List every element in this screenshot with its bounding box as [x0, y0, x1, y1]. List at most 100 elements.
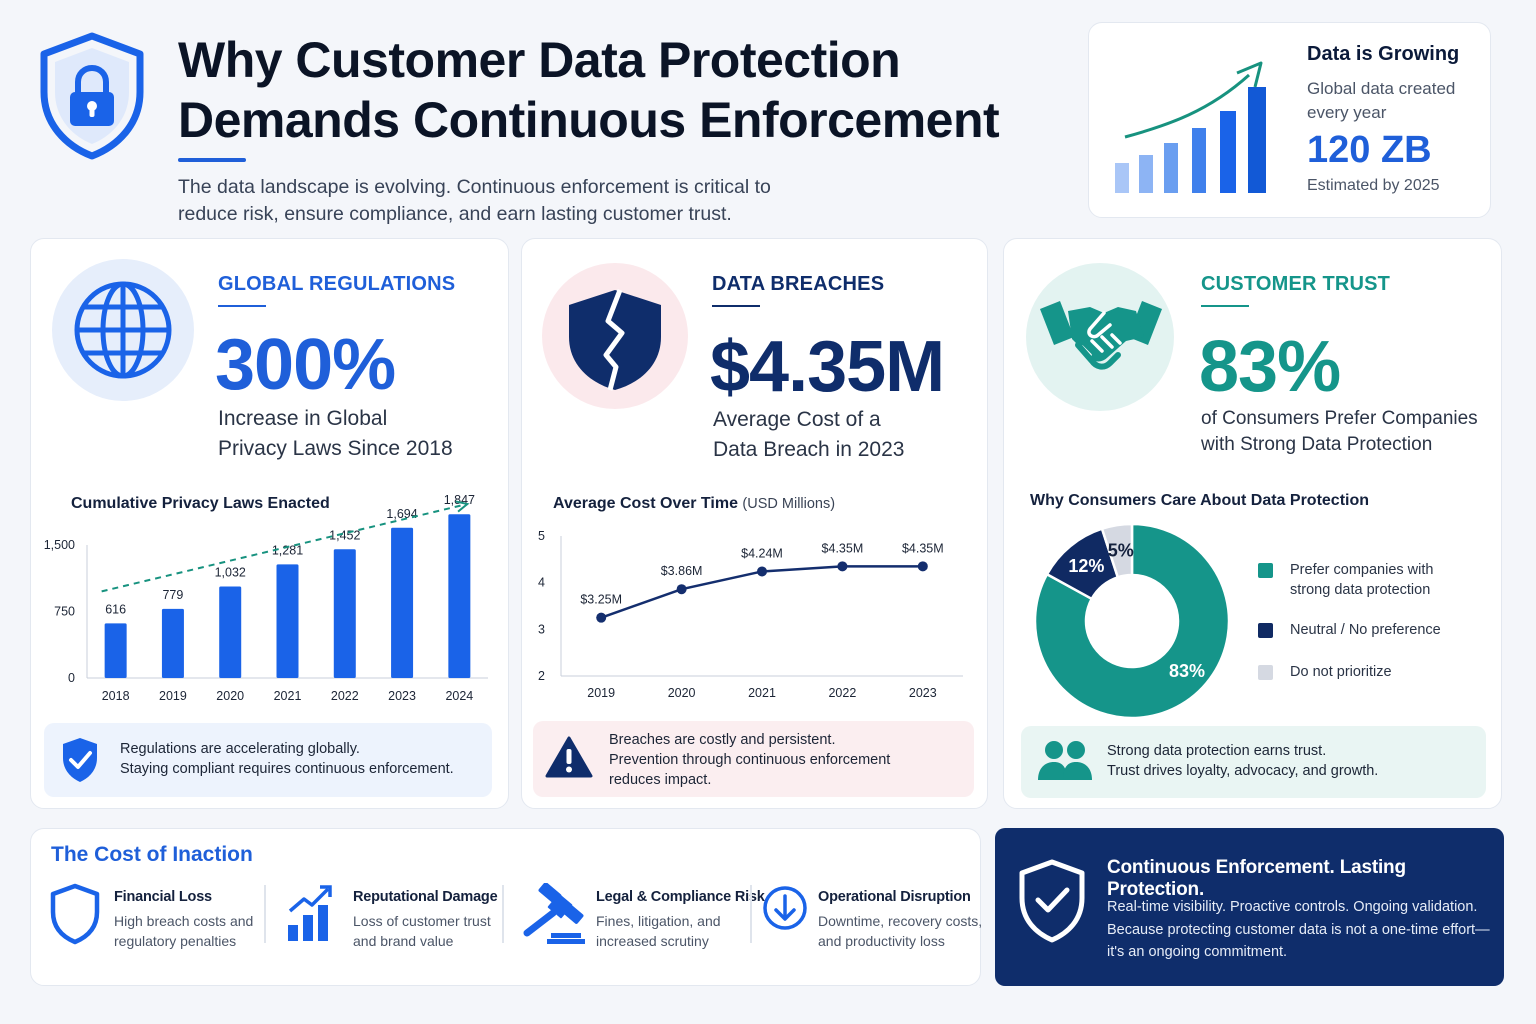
breaches-note-line: Prevention through continuous enforcemen… — [609, 752, 891, 768]
slice-label: 12% — [1068, 556, 1104, 576]
risk-title: Legal & Compliance Risk — [596, 889, 765, 905]
handshake-icon — [1040, 301, 1162, 370]
bar — [333, 549, 356, 678]
trust-stat: 83% — [1199, 327, 1341, 407]
trust-card: CUSTOMER TRUST 83% of Consumers Prefer C… — [1003, 238, 1502, 809]
data-label: 1,694 — [386, 507, 417, 521]
data-growing-value: 120 ZB — [1307, 129, 1432, 171]
y-tick-label: 2 — [538, 669, 545, 683]
data-label: 616 — [105, 602, 126, 616]
x-tick-label: 2020 — [216, 689, 244, 703]
y-tick-label: 1,500 — [44, 538, 75, 552]
risk-title: Reputational Damage — [353, 889, 498, 905]
risk-description: Loss of customer trust and brand value — [353, 913, 491, 949]
globe-icon — [74, 281, 172, 379]
laws-bar-chart: 0 750 1,500 616 2018 779 2019 1,032 2020 1,281 202… — [44, 493, 488, 703]
growth-chart-icon — [1115, 61, 1266, 193]
x-tick-label: 2019 — [587, 686, 615, 700]
slice-label: 5% — [1108, 540, 1134, 560]
breaches-note-line: reduces impact. — [609, 772, 712, 788]
data-growing-card: Data is Growing Global data created ever… — [1088, 22, 1491, 218]
breaches-heading: DATA BREACHES — [712, 273, 885, 295]
x-tick-label: 2024 — [445, 689, 473, 703]
enforcement-banner: Continuous Enforcement. Lasting Protecti… — [995, 828, 1504, 986]
data-label: 779 — [162, 588, 183, 602]
shield-check-icon — [63, 738, 97, 782]
laws-chart-title: Cumulative Privacy Laws Enacted — [71, 495, 330, 512]
page-title: Why Customer Data Protection Demands Con… — [178, 32, 1000, 148]
title-underline — [178, 158, 246, 162]
trust-description: of Consumers Prefer Companies with Stron… — [1201, 408, 1478, 455]
consumer-chart-title: Why Consumers Care About Data Protection — [1030, 492, 1370, 509]
consumer-donut-chart: 83% 12%5% — [1033, 522, 1231, 720]
trust-note-line: Strong data protection earns trust. — [1107, 743, 1327, 759]
data-point — [917, 561, 928, 572]
data-label: 1,032 — [215, 565, 246, 579]
breaches-card: DATA BREACHES $4.35M Average Cost of a D… — [521, 238, 988, 809]
regulations-note: Regulations are accelerating globally. S… — [44, 723, 492, 797]
regulations-note-line: Staying compliant requires continuous en… — [120, 761, 454, 777]
enforcement-description: Real-time visibility. Proactive controls… — [1107, 899, 1490, 960]
x-tick-label: 2019 — [159, 689, 187, 703]
cost-of-inaction-title: The Cost of Inaction — [51, 843, 253, 866]
data-label: $3.86M — [661, 564, 703, 578]
data-growing-subtitle: Global data created every year — [1307, 79, 1456, 122]
divider — [750, 885, 752, 943]
download-circle-icon — [763, 886, 807, 930]
divider — [264, 885, 266, 943]
regulations-note-line: Regulations are accelerating globally. — [120, 741, 360, 757]
data-point — [676, 584, 687, 595]
regulations-stat: 300% — [215, 325, 396, 405]
trust-heading-rule — [1201, 305, 1249, 307]
risk-description: High breach costs and regulatory penaltie… — [114, 913, 254, 949]
y-tick-label: 5 — [538, 529, 545, 543]
divider — [502, 885, 504, 943]
x-tick-label: 2018 — [102, 689, 130, 703]
data-label: 1,452 — [329, 528, 360, 542]
x-tick-label: 2022 — [828, 686, 856, 700]
regulations-card: GLOBAL REGULATIONS 300% Increase in Glob… — [30, 238, 509, 809]
x-tick-label: 2021 — [274, 689, 302, 703]
breaches-note-line: Breaches are costly and persistent. — [609, 732, 836, 748]
x-tick-label: 2023 — [909, 686, 937, 700]
regulations-description: Increase in Global Privacy Laws Since 20… — [218, 407, 453, 460]
y-tick-label: 750 — [54, 605, 75, 619]
risk-title: Financial Loss — [114, 889, 212, 905]
data-growing-note: Estimated by 2025 — [1307, 177, 1440, 194]
breaches-heading-rule — [712, 305, 760, 307]
users-icon — [1038, 741, 1092, 780]
shield-check-outline-icon — [1019, 859, 1085, 943]
bar — [219, 586, 242, 678]
shield-outline-icon — [50, 883, 100, 945]
data-growing-title: Data is Growing — [1307, 43, 1460, 65]
risk-description: Downtime, recovery costs, and productivit… — [818, 913, 983, 949]
breaches-note: Breaches are costly and persistent. Prev… — [533, 721, 974, 797]
gavel-icon — [523, 883, 585, 944]
bar — [161, 608, 184, 678]
data-label: $4.35M — [902, 541, 944, 555]
trust-heading: CUSTOMER TRUST — [1201, 273, 1391, 295]
bar — [276, 564, 299, 678]
data-point — [837, 561, 848, 572]
data-point — [596, 612, 607, 623]
risk-description: Fines, litigation, and increased scrutiny — [596, 913, 721, 949]
cost-line-chart: 2 3 4 5 $3.25M 2019 $3.86M 2020 $4.24M 2021 $4.35M… — [538, 529, 963, 700]
legend-swatch — [1258, 563, 1273, 578]
regulations-heading-rule — [218, 305, 266, 307]
warning-icon — [545, 736, 593, 778]
donut-slice — [1100, 522, 1134, 579]
y-tick-label: 4 — [538, 576, 545, 590]
data-point — [757, 566, 767, 577]
regulations-heading: GLOBAL REGULATIONS — [218, 273, 456, 295]
y-tick-label: 3 — [538, 622, 545, 636]
shield-lock-icon — [40, 32, 144, 160]
bar — [104, 623, 127, 678]
page-subtitle: The data landscape is evolving. Continuo… — [178, 176, 771, 225]
data-label: 1,281 — [272, 543, 303, 557]
trend-chart-icon — [288, 885, 332, 941]
slice-label: 83% — [1169, 661, 1205, 681]
legend-swatch — [1258, 665, 1273, 680]
bar — [391, 527, 414, 678]
x-tick-label: 2022 — [331, 689, 359, 703]
x-tick-label: 2023 — [388, 689, 416, 703]
